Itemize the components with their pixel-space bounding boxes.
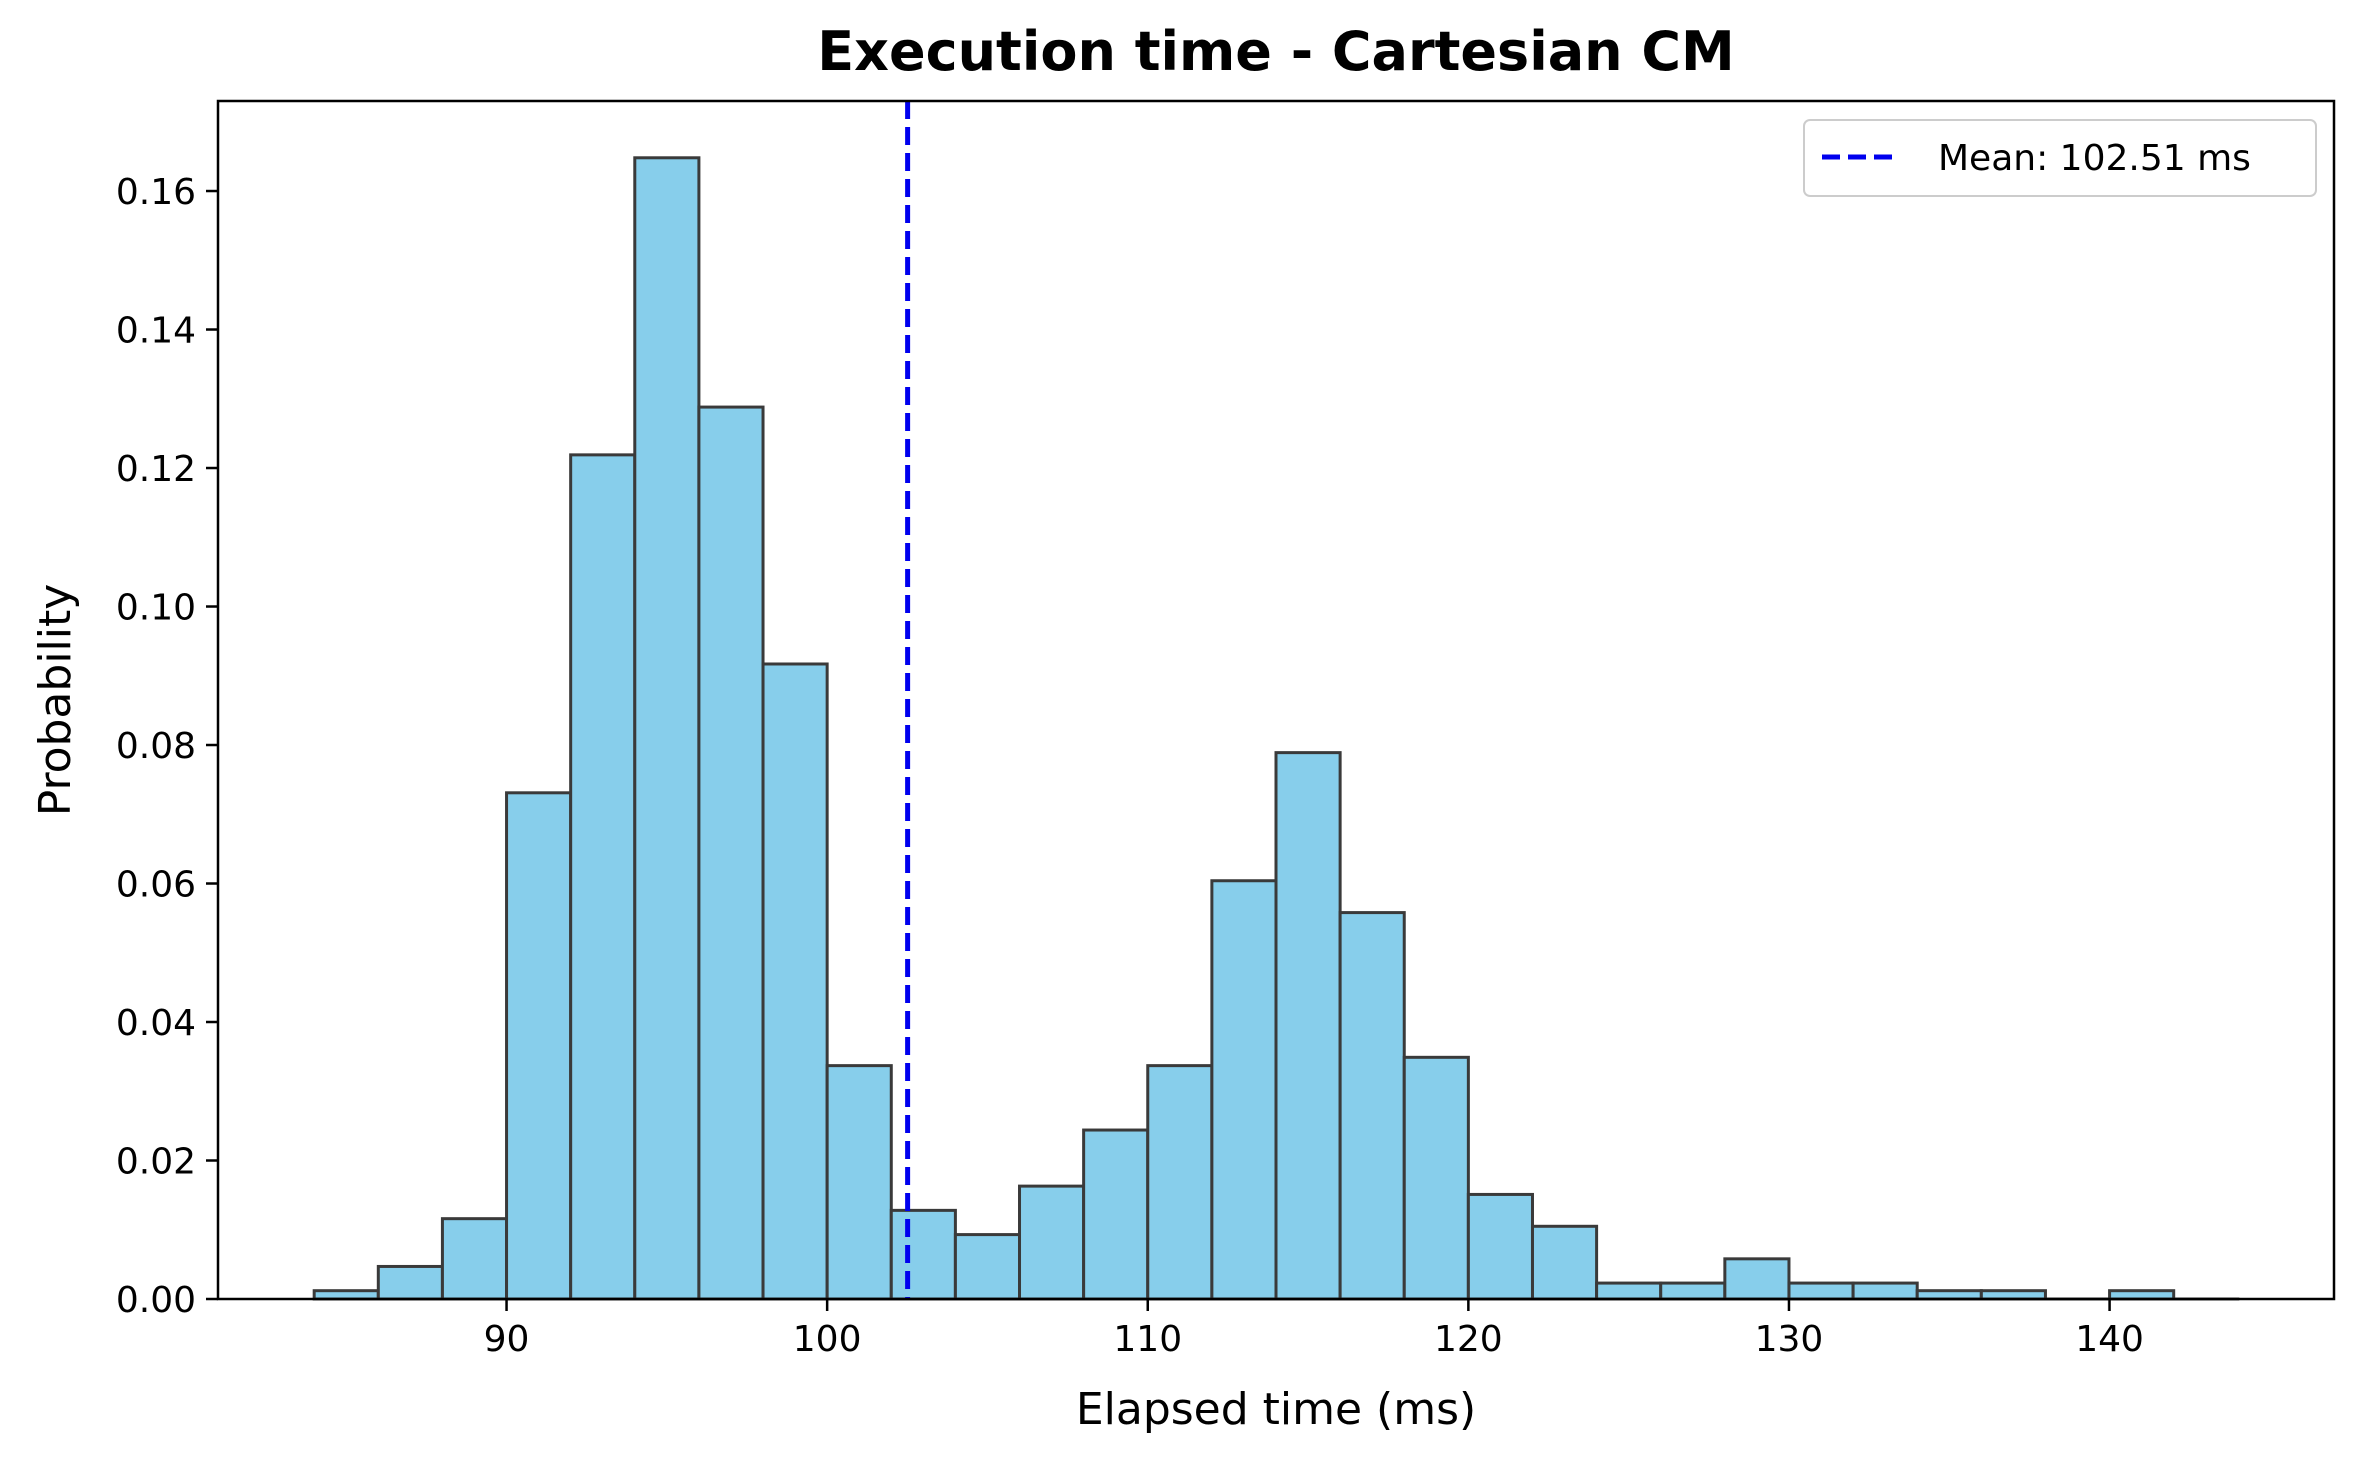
y-tick-label: 0.06 xyxy=(116,865,196,906)
x-tick-label: 110 xyxy=(1113,1319,1182,1360)
histogram-bar xyxy=(1274,751,1342,1301)
legend: Mean: 102.51 ms xyxy=(1803,119,2317,197)
chart-title: Execution time - Cartesian CM xyxy=(817,20,1735,83)
histogram-bar xyxy=(1082,1128,1150,1301)
histogram-bar xyxy=(1146,1064,1214,1301)
y-tick-label: 0.02 xyxy=(116,1142,196,1183)
histogram-bar xyxy=(1851,1281,1919,1301)
histogram-bar xyxy=(1018,1184,1086,1301)
histogram-bar xyxy=(633,156,701,1301)
histogram-bar xyxy=(1402,1055,1470,1301)
x-tick-label: 130 xyxy=(1755,1319,1824,1360)
histogram-bar xyxy=(697,405,765,1301)
x-axis-ticks: 90 100 110 120 130 140 xyxy=(484,1299,2144,1360)
legend-box xyxy=(1803,119,2317,197)
x-tick-label: 100 xyxy=(793,1319,862,1360)
histogram-bar xyxy=(761,662,829,1301)
histogram-bar xyxy=(1659,1281,1727,1301)
y-tick-label: 0.00 xyxy=(116,1280,196,1321)
histogram-bar xyxy=(889,1208,957,1301)
y-axis-label: Probability xyxy=(30,584,81,817)
histogram-bar xyxy=(1787,1281,1855,1301)
histogram-bar xyxy=(953,1233,1022,1301)
y-tick-label: 0.04 xyxy=(116,1003,196,1044)
x-tick-label: 90 xyxy=(484,1319,530,1360)
y-tick-label: 0.08 xyxy=(116,726,196,767)
histogram-bar xyxy=(1723,1257,1791,1301)
histogram-bar xyxy=(1338,911,1406,1301)
x-tick-label: 140 xyxy=(2075,1319,2144,1360)
histogram-bar xyxy=(505,791,573,1301)
x-axis-label: Elapsed time (ms) xyxy=(1076,1384,1476,1435)
histogram-bar xyxy=(1210,879,1278,1301)
y-tick-label: 0.14 xyxy=(116,311,196,352)
histogram-bar xyxy=(1530,1224,1599,1301)
histogram-bar xyxy=(376,1264,444,1301)
histogram-bar xyxy=(1595,1281,1663,1301)
y-tick-label: 0.10 xyxy=(116,588,196,629)
y-axis-ticks: 0.00 0.02 0.04 0.06 0.08 0.10 0.12 0.14 0.16 xyxy=(116,172,218,1321)
histogram-bar xyxy=(825,1064,893,1301)
y-tick-label: 0.12 xyxy=(116,449,196,490)
y-tick-label: 0.16 xyxy=(116,172,196,213)
plot-frame xyxy=(216,99,2336,1301)
histogram-bar xyxy=(569,453,637,1301)
legend-label-mean: Mean: 102.51 ms xyxy=(1938,138,2251,179)
histogram-bar xyxy=(440,1217,509,1301)
x-tick-label: 120 xyxy=(1434,1319,1503,1360)
histogram-bar xyxy=(1466,1192,1534,1301)
bars-group xyxy=(312,156,2240,1301)
